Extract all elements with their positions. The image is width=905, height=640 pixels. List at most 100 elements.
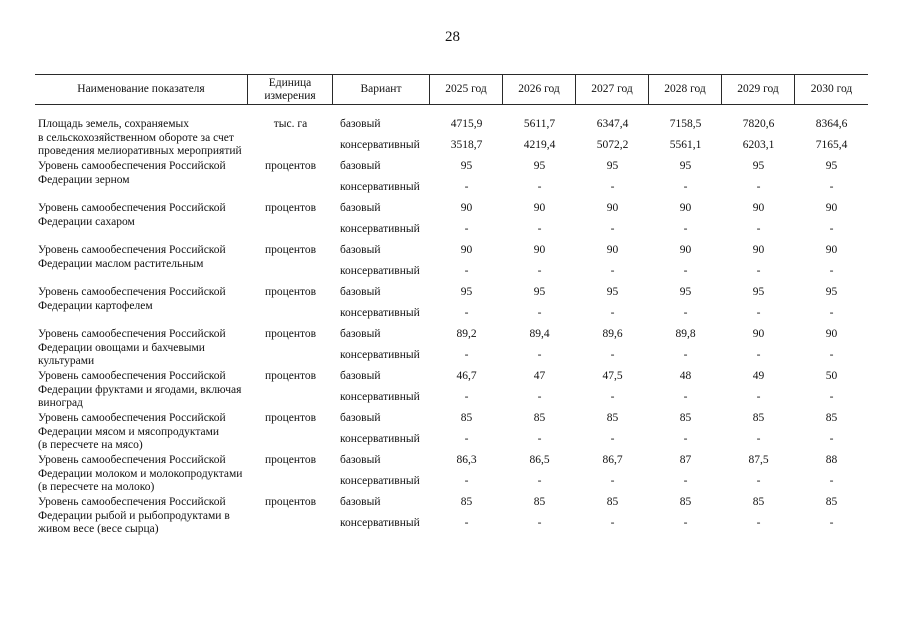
- value-cell: -: [464, 517, 469, 529]
- value-cell: -: [537, 265, 542, 277]
- value-cell: -: [464, 181, 469, 193]
- value-cell: 95: [533, 286, 546, 298]
- value-cell: 95: [460, 160, 473, 172]
- variant-label: базовый: [340, 160, 381, 172]
- value-cell: -: [537, 349, 542, 361]
- value-cell: 85: [752, 496, 765, 508]
- year-values: 85 -: [722, 496, 795, 538]
- value-cell: -: [464, 223, 469, 235]
- value-cell: -: [464, 307, 469, 319]
- year-values: 85 -: [795, 496, 868, 538]
- row-variant: базовый консервативный: [333, 202, 430, 244]
- header-year-2027: 2027 год: [576, 75, 649, 104]
- indicator-name-line: Федерации рыбой и рыбопродуктами в: [38, 509, 230, 522]
- year-values: 89,8 -: [649, 328, 722, 370]
- value-cell: -: [610, 391, 615, 403]
- variant-label: базовый: [340, 370, 381, 382]
- value-cell: -: [610, 307, 615, 319]
- header-unit: Единица измерения: [248, 75, 333, 104]
- year-values: 85 -: [503, 496, 576, 538]
- year-values: 90 -: [649, 244, 722, 286]
- value-cell: 85: [679, 412, 692, 424]
- year-values: 95 -: [576, 286, 649, 328]
- value-cell: 88: [825, 454, 838, 466]
- indicator-name-line: (в пересчете на мясо): [38, 439, 143, 451]
- variant-label: консервативный: [340, 349, 420, 361]
- value-cell: 85: [679, 496, 692, 508]
- year-values: 50 -: [795, 370, 868, 412]
- year-values: 89,4 -: [503, 328, 576, 370]
- row-indicator-name: Уровень самообеспечения Российской Федера…: [35, 496, 248, 537]
- value-cell: -: [829, 349, 834, 361]
- row-indicator-name: Уровень самообеспечения Российской Федера…: [35, 328, 248, 369]
- indicator-name-line: Уровень самообеспечения Российской: [38, 244, 226, 256]
- value-cell: -: [537, 517, 542, 529]
- value-cell: 95: [825, 286, 838, 298]
- value-cell: -: [610, 475, 615, 487]
- value-cell: 90: [679, 202, 692, 214]
- value-cell: -: [756, 349, 761, 361]
- header-year-2030: 2030 год: [810, 83, 853, 96]
- row-unit: процентов: [264, 412, 317, 424]
- value-cell: -: [683, 223, 688, 235]
- value-cell: -: [610, 181, 615, 193]
- year-values: 90 -: [722, 202, 795, 244]
- value-cell: -: [756, 517, 761, 529]
- value-cell: -: [756, 307, 761, 319]
- year-values: 90 -: [503, 202, 576, 244]
- indicator-name-line: в сельскохозяйственном обороте за счет: [38, 131, 234, 144]
- variant-label: консервативный: [340, 139, 420, 151]
- value-cell: -: [829, 517, 834, 529]
- row-indicator-name: Уровень самообеспечения Российской Федера…: [35, 454, 248, 495]
- value-cell: 90: [533, 244, 546, 256]
- value-cell: -: [756, 475, 761, 487]
- row-unit: тыс. га: [273, 118, 308, 130]
- value-cell: -: [464, 475, 469, 487]
- variant-label: базовый: [340, 286, 381, 298]
- year-values: 95 -: [649, 286, 722, 328]
- year-values: 90 -: [722, 328, 795, 370]
- year-values: 95 -: [430, 286, 503, 328]
- year-values: 7158,5 5561,1: [649, 118, 722, 160]
- value-cell: -: [537, 223, 542, 235]
- year-values: 88 -: [795, 454, 868, 496]
- table-row: Уровень самообеспечения Российской Федера…: [35, 454, 868, 496]
- year-values: 47 -: [503, 370, 576, 412]
- year-values: 86,7 -: [576, 454, 649, 496]
- indicator-name-line: живом весе (весе сырца): [38, 523, 159, 535]
- table-row: Уровень самообеспечения Российской Федера…: [35, 370, 868, 412]
- indicator-name-line: Уровень самообеспечения Российской: [38, 454, 226, 466]
- value-cell: -: [829, 307, 834, 319]
- value-cell: -: [610, 349, 615, 361]
- table-row: Уровень самообеспечения Российской Федера…: [35, 328, 868, 370]
- indicators-table: Наименование показателя Единица измерени…: [35, 74, 868, 538]
- value-cell: -: [610, 433, 615, 445]
- row-indicator-name: Уровень самообеспечения Российской Федера…: [35, 244, 248, 271]
- value-cell: -: [683, 307, 688, 319]
- variant-label: базовый: [340, 328, 381, 340]
- year-values: 90 -: [576, 202, 649, 244]
- value-cell: 7158,5: [669, 118, 702, 130]
- indicator-name-line: Федерации мясом и мясопродуктами: [38, 425, 220, 438]
- row-unit: процентов: [264, 286, 317, 298]
- value-cell: 95: [460, 286, 473, 298]
- row-indicator-name: Уровень самообеспечения Российской Федера…: [35, 412, 248, 453]
- value-cell: 90: [825, 244, 838, 256]
- value-cell: -: [464, 349, 469, 361]
- indicator-name-line: культурами: [38, 355, 95, 367]
- year-values: 85 -: [430, 412, 503, 454]
- value-cell: -: [610, 517, 615, 529]
- table-row: Уровень самообеспечения Российской Федера…: [35, 412, 868, 454]
- value-cell: 3518,7: [450, 139, 483, 151]
- value-cell: 85: [533, 412, 546, 424]
- year-values: 90 -: [430, 202, 503, 244]
- value-cell: -: [756, 223, 761, 235]
- year-values: 90 -: [795, 328, 868, 370]
- row-unit: процентов: [264, 370, 317, 382]
- row-indicator-name: Уровень самообеспечения Российской Федера…: [35, 160, 248, 187]
- year-values: 90 -: [795, 202, 868, 244]
- row-unit: процентов: [264, 244, 317, 256]
- value-cell: 95: [679, 160, 692, 172]
- value-cell: 90: [460, 202, 473, 214]
